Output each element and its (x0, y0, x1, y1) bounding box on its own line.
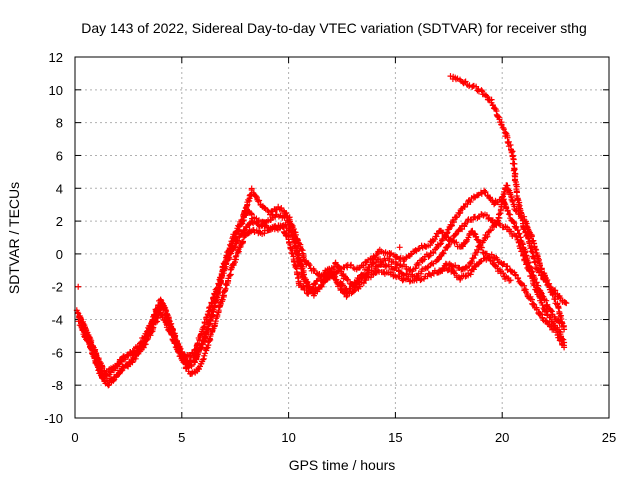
series-markers (73, 187, 565, 379)
x-tick-label: 0 (71, 430, 78, 445)
y-tick-label: 4 (56, 181, 63, 196)
x-tick-label: 25 (602, 430, 616, 445)
series-markers (78, 222, 568, 387)
series-markers (75, 244, 403, 290)
y-tick-label: -4 (51, 313, 63, 328)
series-track-a (75, 211, 568, 389)
series-markers (434, 182, 568, 333)
y-tick-label: 8 (56, 116, 63, 131)
x-tick-label: 5 (178, 430, 185, 445)
y-tick-label: 6 (56, 148, 63, 163)
y-tick-label: -10 (44, 411, 63, 426)
series-track-c (78, 222, 568, 387)
y-tick-label: -2 (51, 280, 63, 295)
series-stray-points (75, 244, 403, 290)
x-axis-label: GPS time / hours (289, 457, 396, 473)
chart-title: Day 143 of 2022, Sidereal Day-to-day VTE… (81, 20, 587, 36)
x-axis-ticks: 0 5 10 15 20 25 (71, 57, 616, 445)
data-series (73, 73, 570, 389)
plot-frame (74, 56, 610, 419)
y-tick-label: -6 (51, 345, 63, 360)
x-tick-label: 20 (495, 430, 509, 445)
y-tick-label: 12 (49, 50, 63, 65)
y-tick-label: 10 (49, 83, 63, 98)
series-track-b (73, 187, 565, 379)
x-tick-label: 15 (388, 430, 402, 445)
y-axis-label: SDTVAR / TECUs (6, 182, 22, 294)
y-axis-ticks: -10 -8 -6 -4 -2 0 2 4 6 8 10 12 (44, 50, 609, 426)
y-tick-label: 0 (56, 247, 63, 262)
series-markers (75, 211, 568, 389)
y-tick-label: 2 (56, 214, 63, 229)
series-track-d (76, 185, 514, 377)
series-track-f (434, 182, 568, 333)
y-tick-label: -8 (51, 378, 63, 393)
series-markers (76, 185, 514, 377)
x-tick-label: 10 (281, 430, 295, 445)
